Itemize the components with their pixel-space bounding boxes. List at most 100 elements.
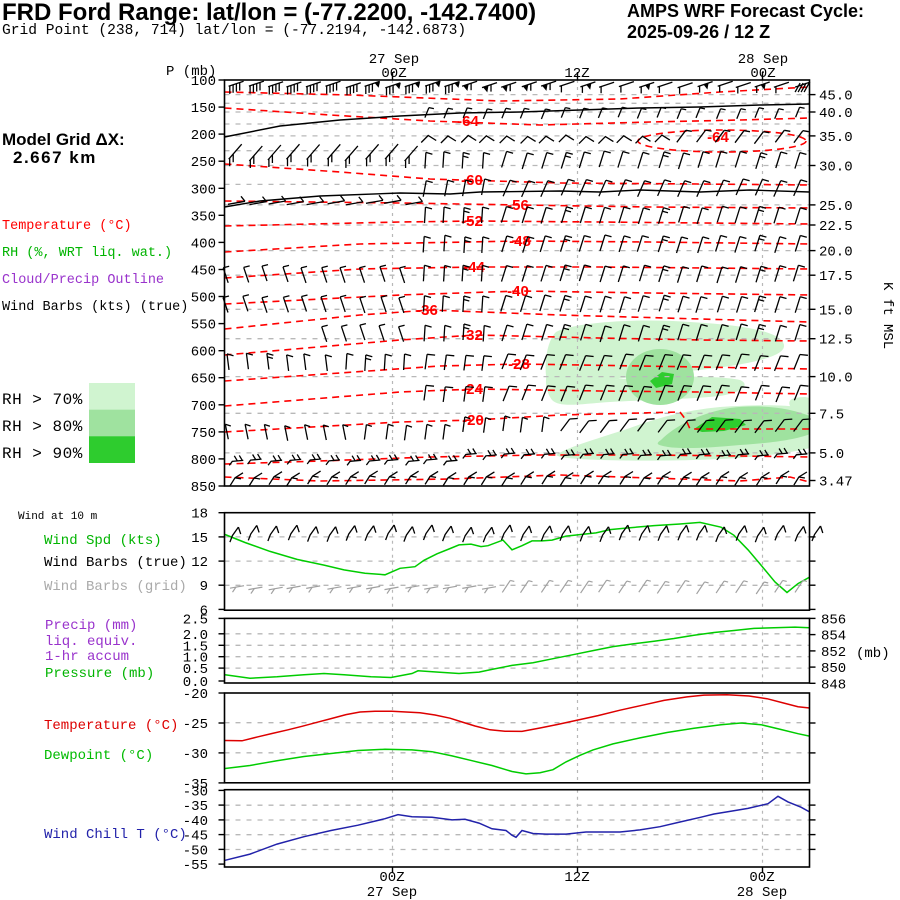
svg-text:-30: -30: [183, 784, 208, 800]
svg-text:856: 856: [821, 612, 846, 628]
svg-text:FRD Ford Range: lat/lon = (-7: FRD Ford Range: lat/lon = (-77.2200, -14…: [2, 0, 536, 26]
svg-text:800: 800: [191, 453, 216, 469]
svg-text:1-hr accum: 1-hr accum: [45, 649, 129, 665]
svg-text:15.0: 15.0: [819, 303, 853, 319]
svg-text:K ft MSL: K ft MSL: [879, 282, 895, 349]
svg-text:27 Sep: 27 Sep: [367, 885, 417, 900]
svg-text:27 Sep: 27 Sep: [369, 52, 419, 68]
svg-text:45.0: 45.0: [819, 89, 853, 105]
svg-text:-45: -45: [183, 829, 208, 845]
svg-text:854: 854: [821, 629, 846, 645]
svg-text:Grid Point (238, 714) lat/lon: Grid Point (238, 714) lat/lon = (-77.219…: [2, 23, 466, 39]
svg-text:-48: -48: [509, 233, 531, 250]
svg-text:RH > 70%: RH > 70%: [2, 391, 83, 409]
svg-text:-28: -28: [508, 356, 530, 373]
svg-text:00Z: 00Z: [379, 870, 404, 886]
svg-text:28 Sep: 28 Sep: [738, 52, 788, 68]
svg-text:20.0: 20.0: [819, 245, 853, 261]
svg-text:12.5: 12.5: [819, 333, 853, 349]
svg-text:25.0: 25.0: [819, 199, 853, 215]
svg-text:30.0: 30.0: [819, 160, 853, 176]
svg-text:12Z: 12Z: [564, 870, 589, 886]
svg-text:0.0: 0.0: [183, 675, 208, 691]
svg-text:300: 300: [191, 182, 216, 198]
svg-text:848: 848: [821, 677, 846, 693]
svg-text:00Z: 00Z: [749, 870, 774, 886]
svg-text:2025-09-26 / 12 Z: 2025-09-26 / 12 Z: [627, 22, 770, 42]
svg-text:2.667 km: 2.667 km: [13, 148, 97, 167]
svg-text:17.5: 17.5: [819, 269, 853, 285]
svg-text:400: 400: [191, 236, 216, 252]
svg-text:AMPS WRF Forecast Cycle:: AMPS WRF Forecast Cycle:: [627, 1, 864, 21]
svg-text:RH > 80%: RH > 80%: [2, 418, 83, 436]
svg-text:-36: -36: [416, 302, 438, 319]
svg-text:750: 750: [191, 426, 216, 442]
svg-text:850: 850: [821, 661, 846, 677]
svg-text:00Z: 00Z: [750, 66, 775, 82]
svg-text:-52: -52: [461, 213, 483, 230]
svg-text:-64: -64: [457, 113, 479, 130]
svg-text:-40: -40: [507, 283, 529, 300]
svg-text:1.5: 1.5: [183, 639, 208, 655]
svg-text:3.47: 3.47: [819, 475, 853, 491]
svg-text:450: 450: [191, 263, 216, 279]
svg-text:12Z: 12Z: [564, 66, 589, 82]
svg-text:0.5: 0.5: [183, 662, 208, 678]
svg-text:liq. equiv.: liq. equiv.: [45, 634, 137, 650]
svg-text:28 Sep: 28 Sep: [737, 885, 787, 900]
svg-text:Wind Chill T (°C): Wind Chill T (°C): [44, 827, 187, 843]
svg-text:-44: -44: [463, 259, 485, 276]
svg-text:Temperature (°C): Temperature (°C): [2, 219, 132, 234]
svg-text:Wind Barbs (kts) (true): Wind Barbs (kts) (true): [2, 300, 188, 315]
svg-text:2.0: 2.0: [183, 628, 208, 644]
svg-text:00Z: 00Z: [381, 66, 406, 82]
svg-text:-24: -24: [461, 381, 483, 398]
svg-text:40.0: 40.0: [819, 106, 853, 122]
svg-text:15: 15: [191, 531, 208, 547]
svg-text:(mb): (mb): [856, 646, 890, 662]
svg-text:P (mb): P (mb): [166, 64, 216, 80]
svg-text:18: 18: [191, 507, 208, 523]
svg-text:850: 850: [191, 480, 216, 496]
svg-text:Model Grid ΔX:: Model Grid ΔX:: [2, 130, 125, 149]
svg-text:-32: -32: [461, 327, 483, 344]
svg-text:1.0: 1.0: [183, 651, 208, 667]
svg-text:Temperature (°C): Temperature (°C): [44, 718, 178, 734]
svg-text:35.0: 35.0: [819, 130, 853, 146]
svg-text:Wind Barbs (true): Wind Barbs (true): [44, 555, 187, 571]
svg-text:350: 350: [191, 209, 216, 225]
svg-text:2.5: 2.5: [183, 612, 208, 628]
svg-text:100: 100: [191, 74, 216, 90]
svg-text:12: 12: [191, 555, 208, 571]
svg-text:-55: -55: [183, 858, 208, 874]
svg-text:22.5: 22.5: [819, 219, 853, 235]
svg-text:-60: -60: [461, 172, 483, 189]
svg-text:RH > 90%: RH > 90%: [2, 445, 83, 463]
svg-text:-56: -56: [507, 197, 529, 214]
svg-text:500: 500: [191, 291, 216, 307]
svg-text:-35: -35: [183, 799, 208, 815]
svg-text:700: 700: [191, 399, 216, 415]
svg-text:-50: -50: [183, 843, 208, 859]
svg-text:-35: -35: [183, 777, 208, 793]
svg-text:250: 250: [191, 155, 216, 171]
svg-text:10.0: 10.0: [819, 371, 853, 387]
svg-text:Dewpoint (°C): Dewpoint (°C): [44, 748, 153, 764]
svg-text:9: 9: [200, 579, 208, 595]
svg-text:Cloud/Precip Outline: Cloud/Precip Outline: [2, 273, 164, 288]
svg-text:-20: -20: [183, 687, 208, 703]
svg-text:200: 200: [191, 128, 216, 144]
svg-text:6: 6: [200, 603, 208, 619]
svg-text:-25: -25: [183, 717, 208, 733]
svg-text:Wind Barbs (grid): Wind Barbs (grid): [44, 579, 187, 595]
svg-text:Pressure (mb): Pressure (mb): [45, 666, 154, 682]
svg-text:-20: -20: [462, 412, 484, 429]
svg-text:7.5: 7.5: [819, 407, 844, 423]
svg-text:-30: -30: [183, 747, 208, 763]
svg-text:Wind at 10 m: Wind at 10 m: [18, 511, 98, 523]
svg-text:Precip (mm): Precip (mm): [45, 618, 137, 634]
svg-text:5.0: 5.0: [819, 447, 844, 463]
svg-text:-40: -40: [183, 814, 208, 830]
svg-text:550: 550: [191, 318, 216, 334]
svg-text:RH (%, WRT liq. wat.): RH (%, WRT liq. wat.): [2, 246, 172, 261]
